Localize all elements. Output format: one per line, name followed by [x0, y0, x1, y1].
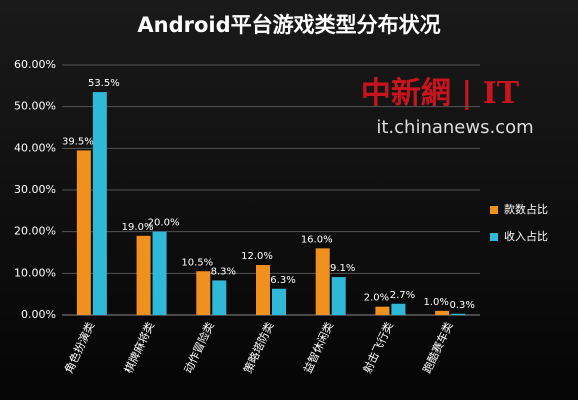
bar — [375, 306, 390, 315]
value-label: 0.3% — [449, 300, 474, 311]
value-label: 53.5% — [88, 78, 120, 89]
y-tick-label: 20.00% — [14, 225, 56, 238]
y-tick-label: 0.00% — [21, 308, 56, 321]
bar — [315, 248, 330, 315]
y-tick-label: 60.00% — [14, 58, 56, 71]
legend-swatch — [490, 233, 498, 241]
value-label: 19.0% — [122, 222, 154, 233]
chart-title: Android平台游戏类型分布状况 — [137, 13, 440, 37]
legend-label: 收入占比 — [504, 229, 548, 243]
bar — [256, 265, 270, 315]
bar — [391, 303, 406, 315]
bar — [451, 313, 466, 315]
value-label: 9.1% — [330, 263, 355, 274]
y-tick-label: 10.00% — [14, 266, 56, 279]
bar — [76, 150, 91, 315]
value-label: 16.0% — [301, 234, 333, 245]
value-label: 2.7% — [390, 290, 415, 301]
value-label: 12.0% — [241, 251, 273, 262]
value-label: 2.0% — [364, 293, 389, 304]
legend-swatch — [490, 206, 498, 214]
watermark: it.chinanews.com — [376, 117, 533, 138]
bar — [196, 271, 211, 315]
y-tick-label: 30.00% — [14, 183, 56, 196]
watermark: 中新網 | IT — [361, 76, 520, 111]
value-label: 6.3% — [270, 275, 295, 286]
bar — [272, 288, 286, 315]
y-tick-label: 40.00% — [14, 141, 56, 154]
value-label: 1.0% — [423, 297, 448, 308]
y-tick-label: 50.00% — [14, 100, 56, 113]
value-label: 20.0% — [148, 218, 180, 229]
bar — [212, 280, 227, 315]
bar — [136, 235, 151, 315]
bar — [152, 231, 167, 315]
value-label: 8.3% — [211, 266, 236, 277]
bar — [92, 92, 107, 315]
value-label: 39.5% — [62, 136, 94, 147]
bar — [331, 277, 346, 315]
legend-label: 款数占比 — [504, 202, 548, 216]
bar — [435, 310, 450, 315]
value-label: 10.5% — [181, 257, 213, 268]
